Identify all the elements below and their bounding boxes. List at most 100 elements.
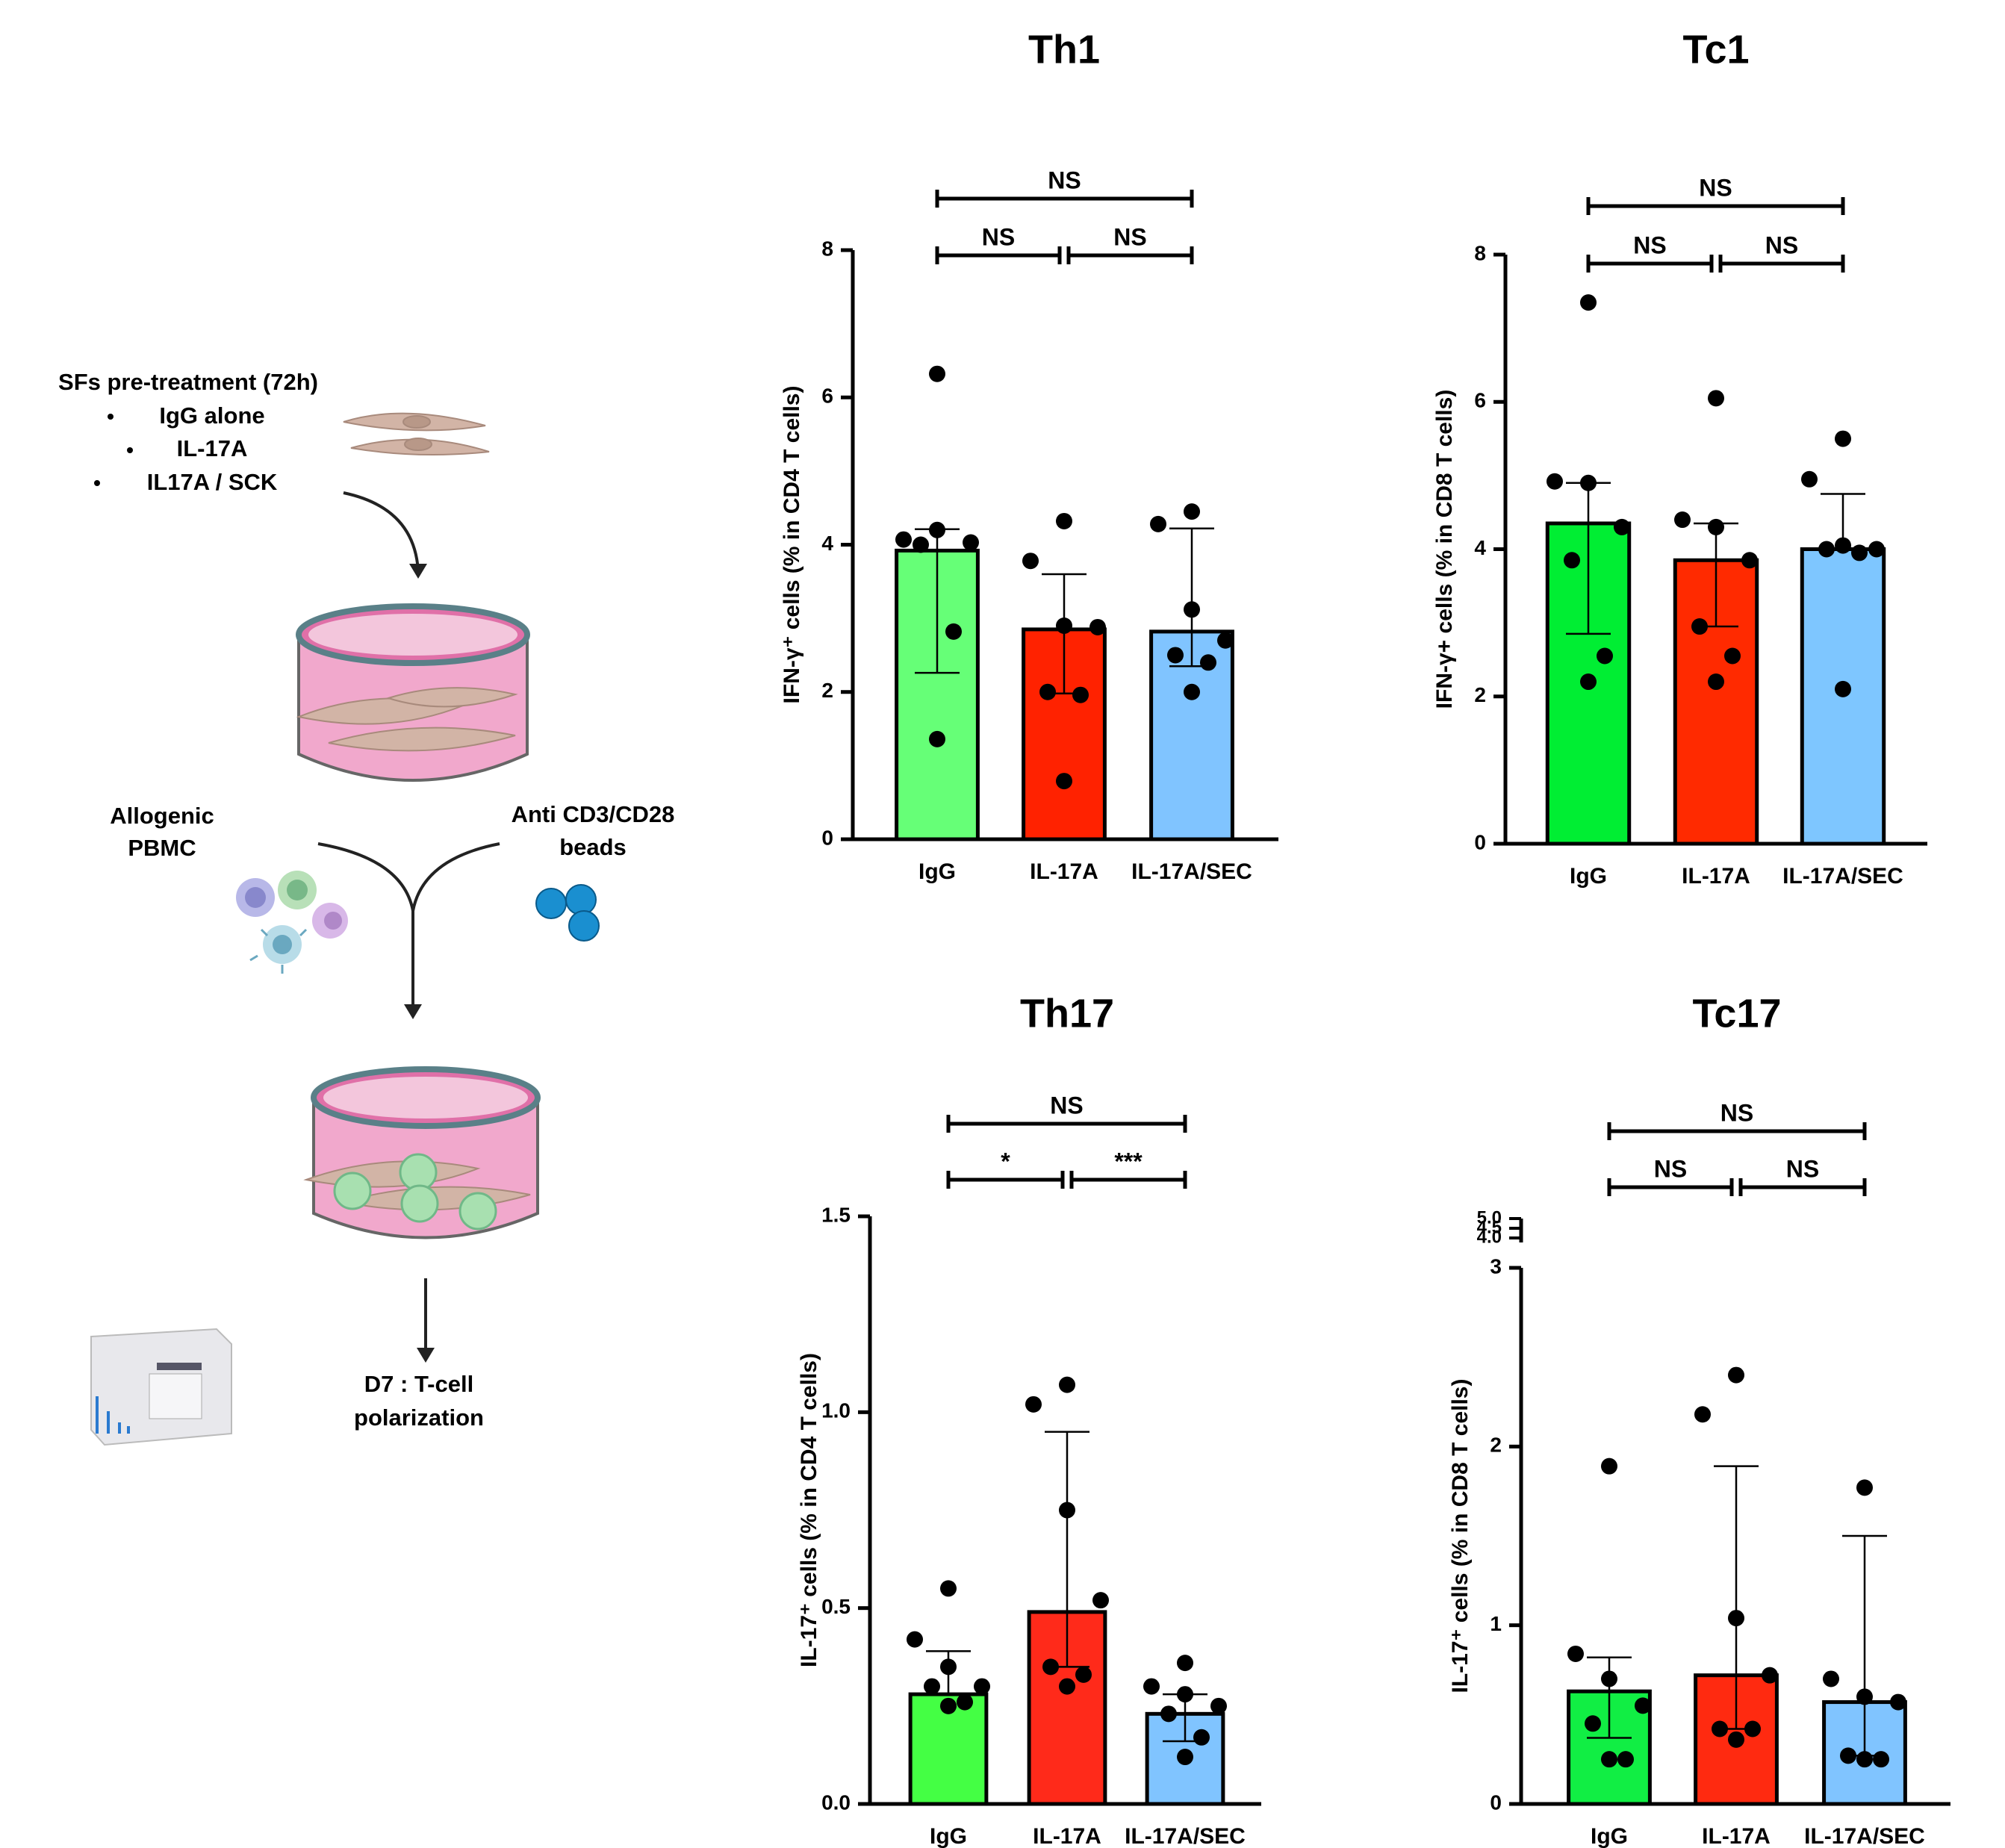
data-point xyxy=(1184,503,1200,520)
data-point xyxy=(929,365,945,382)
x-tick-label: IL-17A xyxy=(1702,1824,1771,1848)
x-tick-label: IgG xyxy=(930,1824,967,1848)
schematic: SFs pre-treatment (72h) IgG alone IL-17A… xyxy=(58,369,674,1446)
data-point xyxy=(1601,1751,1617,1768)
x-tick-label: IgG xyxy=(1570,864,1607,889)
x-tick-label: IL-17A xyxy=(1033,1824,1101,1848)
data-point xyxy=(1177,1749,1193,1766)
y-tick-label: 0.0 xyxy=(821,1791,851,1814)
data-point xyxy=(1177,1655,1193,1672)
x-tick-label: IL-17A/SEC xyxy=(1782,864,1903,889)
y-tick-label: 0 xyxy=(1490,1791,1502,1814)
y-tick-label: 2 xyxy=(821,679,833,702)
readout-label: polarization xyxy=(354,1404,484,1431)
data-point xyxy=(1868,541,1885,558)
pbmc-label: Allogenic xyxy=(110,803,214,829)
data-point xyxy=(1674,511,1691,529)
arrow-head xyxy=(409,564,427,579)
y-axis-label: IL-17⁺ cells (% in CD4 T cells) xyxy=(797,1353,821,1667)
data-point xyxy=(1835,537,1851,554)
data-point xyxy=(1056,512,1072,529)
y-tick-label: 6 xyxy=(821,385,833,408)
data-point xyxy=(1059,1502,1075,1519)
treatment: IL17A / SCK xyxy=(147,469,278,495)
data-point xyxy=(1818,541,1835,558)
significance-label: NS xyxy=(1699,174,1732,201)
y-tick-label: 8 xyxy=(1474,241,1486,264)
y-tick-label: 6 xyxy=(1474,389,1486,412)
data-point xyxy=(1200,654,1216,671)
beads-label: beads xyxy=(559,834,627,860)
data-point xyxy=(1851,544,1868,561)
data-point xyxy=(1823,1670,1839,1687)
arrow-head xyxy=(417,1348,435,1363)
beads xyxy=(535,884,600,942)
data-point xyxy=(1059,1678,1075,1695)
data-point xyxy=(929,521,945,538)
data-point xyxy=(1835,680,1851,697)
significance-bracket xyxy=(1586,197,1845,215)
bullet xyxy=(127,447,133,453)
data-point xyxy=(1762,1667,1778,1684)
y-axis-label: IFN-γ+ cells (% in CD8 T cells) xyxy=(1432,390,1457,709)
significance-bracket xyxy=(1586,255,1714,273)
y-tick-label: 5.0 xyxy=(1477,1207,1502,1228)
chart-title: Tc17 xyxy=(1692,991,1781,1036)
significance-label: NS xyxy=(1113,223,1146,250)
data-point xyxy=(1617,1751,1634,1768)
significance-label: NS xyxy=(1654,1155,1687,1182)
bullet xyxy=(94,480,100,486)
significance-bracket xyxy=(1069,1171,1187,1189)
data-point xyxy=(957,1693,973,1711)
cytometer xyxy=(90,1328,232,1446)
data-point xyxy=(1210,1697,1227,1714)
data-point xyxy=(1835,430,1851,447)
data-point xyxy=(1089,618,1106,635)
significance-label: NS xyxy=(1633,231,1666,258)
data-point xyxy=(940,1697,957,1714)
data-point xyxy=(1708,390,1724,407)
data-point xyxy=(1547,473,1563,490)
significance-bracket xyxy=(946,1171,1065,1189)
data-point xyxy=(1193,1729,1210,1746)
significance-bracket xyxy=(935,246,1062,264)
significance-bracket xyxy=(1607,1178,1734,1196)
data-point xyxy=(1056,617,1072,634)
y-tick-label: 2 xyxy=(1490,1434,1502,1457)
merge-arrow xyxy=(317,842,500,1008)
data-point xyxy=(1601,1670,1617,1687)
significance-label: NS xyxy=(1050,1092,1083,1119)
significance-label: * xyxy=(1001,1148,1010,1175)
significance-label: *** xyxy=(1114,1148,1143,1175)
y-tick-label: 4.5 xyxy=(1477,1217,1502,1237)
data-point xyxy=(1728,1366,1744,1384)
y-tick-label: 1 xyxy=(1490,1612,1502,1635)
data-point xyxy=(1160,1705,1177,1723)
y-tick-label: 4 xyxy=(821,532,833,555)
data-point xyxy=(895,531,912,548)
data-point xyxy=(1143,1678,1160,1695)
data-point xyxy=(929,730,945,747)
x-tick-label: IL-17A/SEC xyxy=(1804,1824,1925,1848)
data-point xyxy=(1694,1406,1711,1423)
data-point xyxy=(1712,1720,1728,1737)
data-point xyxy=(1856,1688,1873,1705)
significance-label: NS xyxy=(1720,1099,1753,1126)
x-tick-label: IL-17A/SEC xyxy=(1125,1824,1246,1848)
data-point xyxy=(1022,553,1039,570)
data-point xyxy=(1217,632,1234,649)
data-point xyxy=(1177,1686,1193,1703)
chart-title: Tc1 xyxy=(1682,27,1749,72)
data-point xyxy=(1564,552,1580,569)
data-point xyxy=(945,623,962,640)
data-point xyxy=(1635,1697,1651,1714)
data-point xyxy=(1744,1720,1761,1737)
x-tick-label: IL-17A/SEC xyxy=(1131,859,1252,884)
treatment: IgG alone xyxy=(159,402,264,429)
y-tick-label: 4.0 xyxy=(1477,1227,1502,1247)
significance-bracket xyxy=(935,190,1194,208)
significance-bracket xyxy=(1738,1178,1867,1196)
data-point xyxy=(1580,673,1597,691)
data-point xyxy=(1567,1645,1584,1662)
data-point xyxy=(1580,474,1597,491)
